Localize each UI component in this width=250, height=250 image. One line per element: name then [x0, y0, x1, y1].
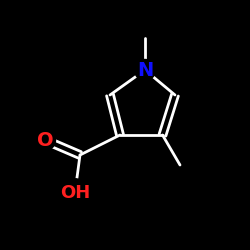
Circle shape — [61, 179, 89, 206]
Circle shape — [134, 60, 156, 80]
Circle shape — [34, 130, 56, 150]
Text: N: N — [137, 60, 153, 80]
Text: O: O — [37, 130, 53, 150]
Text: OH: OH — [60, 184, 90, 202]
